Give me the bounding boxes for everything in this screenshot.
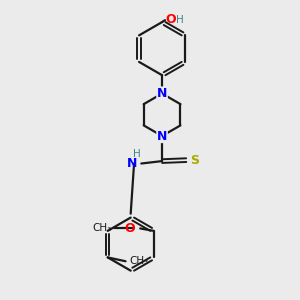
Text: CH₃: CH₃ xyxy=(129,256,148,266)
Text: H: H xyxy=(133,149,141,159)
Text: CH₃: CH₃ xyxy=(92,224,111,233)
Text: O: O xyxy=(125,222,135,235)
Text: N: N xyxy=(127,157,137,170)
Text: S: S xyxy=(190,154,200,166)
Text: H: H xyxy=(176,15,183,25)
Text: N: N xyxy=(157,130,167,142)
Text: N: N xyxy=(157,87,167,100)
Text: O: O xyxy=(165,13,176,26)
